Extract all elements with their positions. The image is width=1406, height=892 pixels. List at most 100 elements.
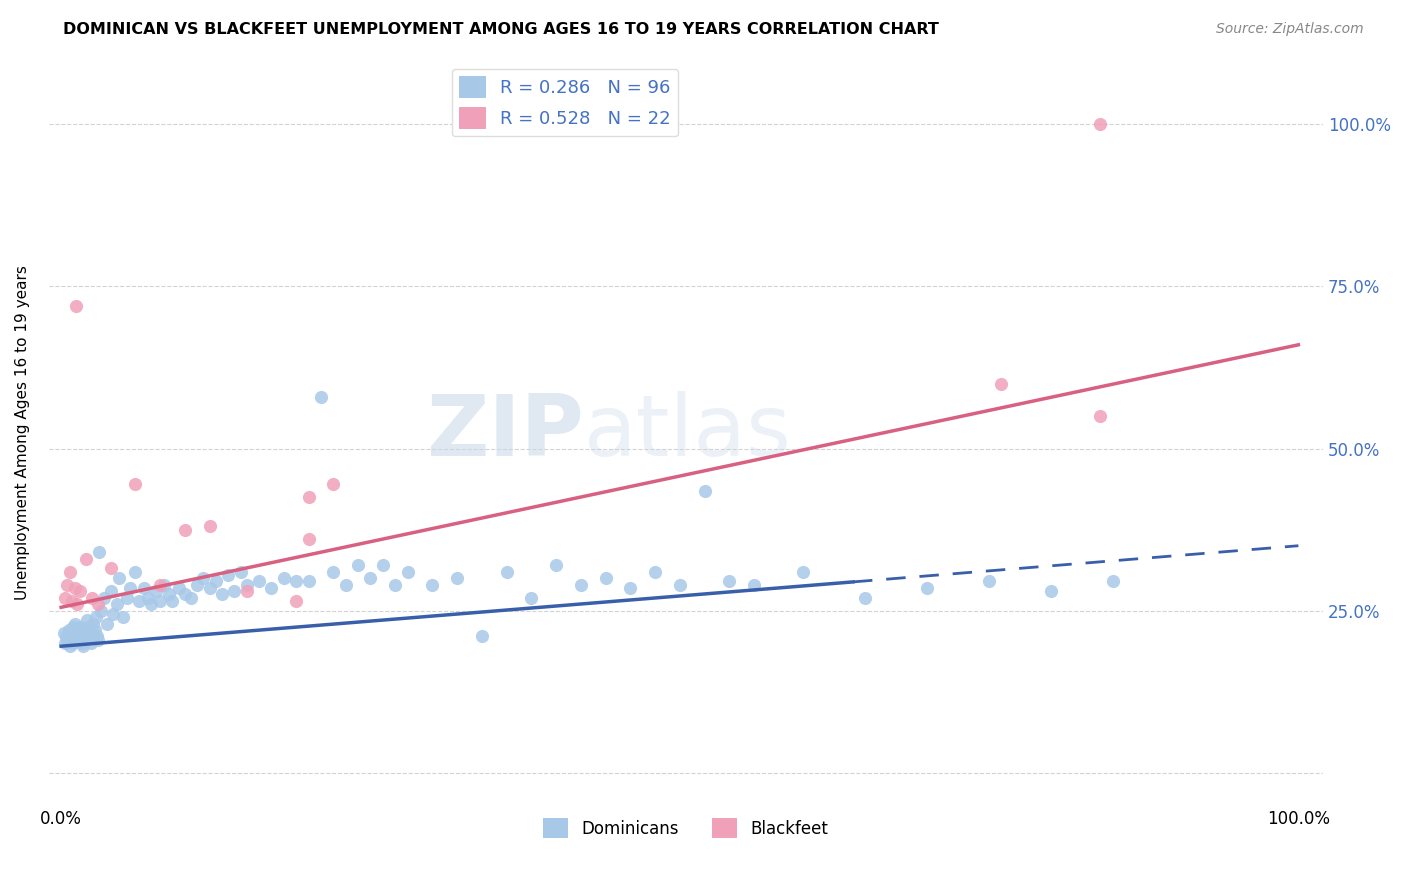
Point: [186, 577, 208, 591]
Point: [80, 636, 103, 650]
Point: [742, 577, 765, 591]
Point: [149, 577, 172, 591]
Point: [65, 299, 87, 313]
Point: [90, 603, 112, 617]
Y-axis label: Unemployment Among Ages 16 to 19 years: Unemployment Among Ages 16 to 19 years: [15, 265, 30, 599]
Point: [89, 545, 111, 559]
Point: [198, 519, 221, 533]
Point: [70, 636, 93, 650]
Point: [211, 587, 233, 601]
Point: [62, 620, 84, 634]
Point: [120, 581, 142, 595]
Point: [285, 574, 308, 589]
Point: [77, 620, 100, 634]
Point: [162, 594, 184, 608]
Point: [136, 591, 159, 605]
Point: [569, 577, 592, 591]
Point: [75, 623, 97, 637]
Point: [63, 581, 86, 595]
Point: [145, 584, 167, 599]
Point: [124, 565, 146, 579]
Point: [70, 630, 93, 644]
Point: [247, 574, 270, 589]
Point: [322, 565, 344, 579]
Point: [108, 571, 131, 585]
Point: [217, 568, 239, 582]
Point: [309, 390, 332, 404]
Point: [595, 571, 617, 585]
Point: [235, 577, 257, 591]
Point: [80, 630, 103, 644]
Point: [105, 597, 128, 611]
Point: [84, 610, 107, 624]
Point: [668, 577, 690, 591]
Point: [273, 571, 295, 585]
Point: [384, 577, 406, 591]
Point: [128, 594, 150, 608]
Point: [76, 613, 98, 627]
Point: [347, 558, 370, 573]
Point: [198, 581, 221, 595]
Point: [55, 630, 77, 644]
Point: [149, 594, 172, 608]
Point: [235, 584, 257, 599]
Point: [297, 574, 319, 589]
Point: [59, 565, 82, 579]
Point: [59, 639, 82, 653]
Point: [60, 630, 83, 644]
Point: [96, 616, 118, 631]
Point: [792, 565, 814, 579]
Point: [619, 581, 641, 595]
Point: [297, 533, 319, 547]
Legend: Dominicans, Blackfeet: Dominicans, Blackfeet: [537, 812, 835, 845]
Point: [87, 597, 110, 611]
Point: [167, 581, 190, 595]
Point: [69, 620, 91, 634]
Point: [141, 597, 163, 611]
Point: [60, 594, 83, 608]
Point: [224, 584, 246, 599]
Point: [80, 591, 103, 605]
Point: [66, 597, 89, 611]
Point: [100, 561, 122, 575]
Point: [52, 626, 75, 640]
Point: [60, 626, 83, 640]
Point: [83, 623, 105, 637]
Point: [644, 565, 666, 579]
Point: [86, 630, 108, 644]
Point: [63, 616, 86, 631]
Point: [53, 591, 76, 605]
Point: [153, 577, 176, 591]
Point: [260, 581, 283, 595]
Point: [157, 587, 180, 601]
Point: [990, 376, 1012, 391]
Point: [180, 591, 202, 605]
Point: [67, 632, 90, 647]
Point: [173, 587, 195, 601]
Point: [73, 626, 96, 640]
Point: [297, 490, 319, 504]
Point: [693, 483, 716, 498]
Point: [87, 632, 110, 647]
Point: [79, 626, 101, 640]
Point: [1101, 574, 1123, 589]
Point: [471, 630, 494, 644]
Point: [62, 636, 84, 650]
Point: [56, 632, 79, 647]
Point: [977, 574, 1000, 589]
Point: [495, 565, 517, 579]
Point: [115, 591, 138, 605]
Point: [322, 477, 344, 491]
Point: [75, 551, 97, 566]
Text: ZIP: ZIP: [426, 391, 583, 474]
Point: [915, 581, 938, 595]
Point: [72, 639, 94, 653]
Point: [229, 565, 252, 579]
Point: [82, 616, 104, 631]
Point: [335, 577, 357, 591]
Point: [420, 577, 443, 591]
Point: [544, 558, 567, 573]
Point: [58, 623, 80, 637]
Text: DOMINICAN VS BLACKFEET UNEMPLOYMENT AMONG AGES 16 TO 19 YEARS CORRELATION CHART: DOMINICAN VS BLACKFEET UNEMPLOYMENT AMON…: [63, 22, 939, 37]
Point: [69, 584, 91, 599]
